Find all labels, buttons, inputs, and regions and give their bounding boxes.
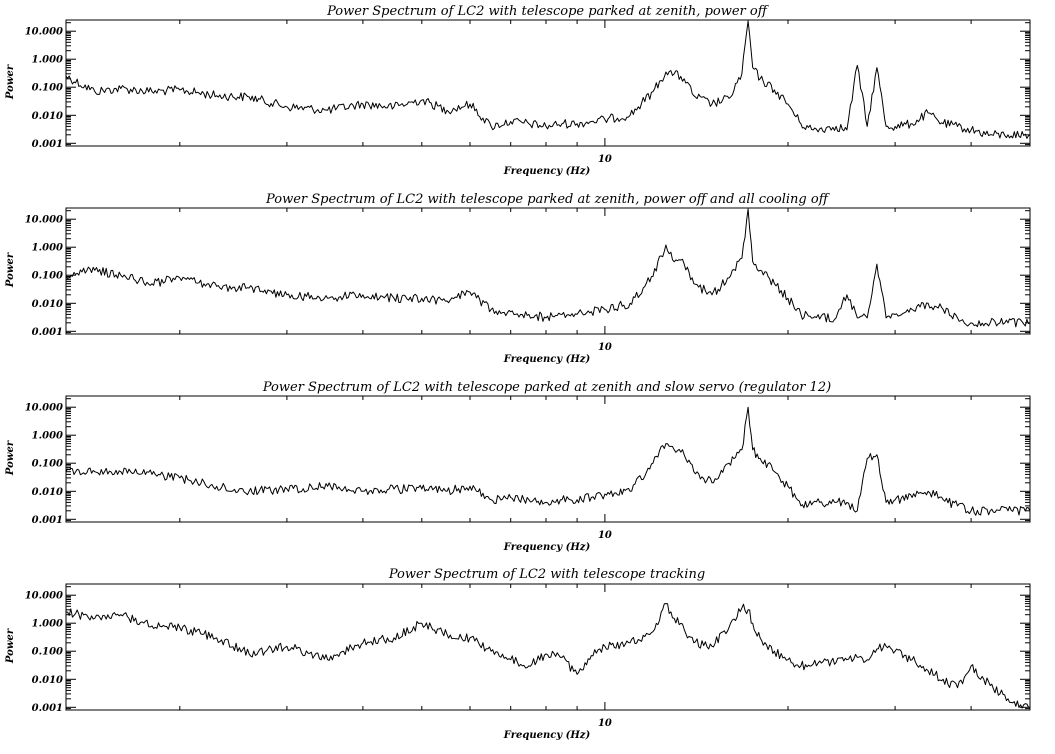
spectrum-panel-3: Power Spectrum of LC2 with telescope par… <box>5 380 1031 553</box>
y-tick-label: 10.000 <box>25 215 63 226</box>
spectrum-panel-4: Power Spectrum of LC2 with telescope tra… <box>5 567 1031 741</box>
x-axis-label: Frequency (Hz) <box>503 542 591 553</box>
y-tick-label: 10.000 <box>25 591 63 602</box>
panel-title: Power Spectrum of LC2 with telescope par… <box>326 4 770 19</box>
tick-marks <box>66 208 1031 335</box>
panel-title: Power Spectrum of LC2 with telescope par… <box>265 192 831 207</box>
y-axis-label: Power <box>5 252 16 288</box>
y-tick-label: 0.001 <box>32 139 63 150</box>
y-tick-label: 0.001 <box>32 327 63 338</box>
y-tick-labels: 10.000 1.000 0.100 0.010 0.001 <box>25 27 63 150</box>
y-tick-label: 0.100 <box>32 83 63 94</box>
y-tick-label: 0.010 <box>32 675 63 686</box>
y-tick-label: 1.000 <box>32 431 63 442</box>
power-spectrum-line <box>65 603 1031 709</box>
x-tick-label: 10 <box>598 342 612 353</box>
y-axis-label: Power <box>5 64 16 100</box>
y-tick-label: 10.000 <box>25 403 63 414</box>
y-tick-label: 0.010 <box>32 299 63 310</box>
y-tick-label: 1.000 <box>32 619 63 630</box>
plot-frame <box>65 395 1031 523</box>
power-spectrum-line <box>65 208 1031 328</box>
y-tick-label: 10.000 <box>25 27 63 38</box>
y-tick-label: 0.100 <box>32 647 63 658</box>
x-tick-labels: 10 <box>598 530 612 541</box>
x-tick-labels: 10 <box>598 154 612 165</box>
panel-title: Power Spectrum of LC2 with telescope par… <box>262 380 831 395</box>
y-tick-labels: 10.000 1.000 0.100 0.010 0.001 <box>25 215 63 338</box>
y-tick-label: 0.010 <box>32 487 63 498</box>
x-axis-label: Frequency (Hz) <box>503 354 591 365</box>
x-axis-label: Frequency (Hz) <box>503 166 591 177</box>
spectrum-panel-2: Power Spectrum of LC2 with telescope par… <box>5 192 1031 365</box>
x-tick-labels: 10 <box>598 718 612 729</box>
x-tick-labels: 10 <box>598 342 612 353</box>
y-tick-label: 0.001 <box>32 703 63 714</box>
tick-marks <box>66 20 1031 147</box>
plot-frame <box>65 19 1031 147</box>
panel-title: Power Spectrum of LC2 with telescope tra… <box>388 567 705 582</box>
power-spectrum-line <box>65 20 1031 139</box>
x-tick-label: 10 <box>598 154 612 165</box>
y-tick-label: 0.010 <box>32 111 63 122</box>
y-tick-label: 1.000 <box>32 55 63 66</box>
tick-marks <box>66 584 1031 711</box>
y-tick-label: 1.000 <box>32 243 63 254</box>
y-tick-label: 0.100 <box>32 271 63 282</box>
spectrum-panel-1: Power Spectrum of LC2 with telescope par… <box>5 4 1031 177</box>
y-axis-label: Power <box>5 440 16 476</box>
tick-marks <box>66 396 1031 523</box>
plot-frame <box>65 207 1031 335</box>
plot-frame <box>65 583 1031 711</box>
x-tick-label: 10 <box>598 530 612 541</box>
y-tick-labels: 10.000 1.000 0.100 0.010 0.001 <box>25 403 63 526</box>
power-spectrum-line <box>65 406 1031 516</box>
x-tick-label: 10 <box>598 718 612 729</box>
y-tick-labels: 10.000 1.000 0.100 0.010 0.001 <box>25 591 63 714</box>
y-axis-label: Power <box>5 628 16 664</box>
y-tick-label: 0.001 <box>32 515 63 526</box>
x-axis-label: Frequency (Hz) <box>503 730 591 741</box>
y-tick-label: 0.100 <box>32 459 63 470</box>
